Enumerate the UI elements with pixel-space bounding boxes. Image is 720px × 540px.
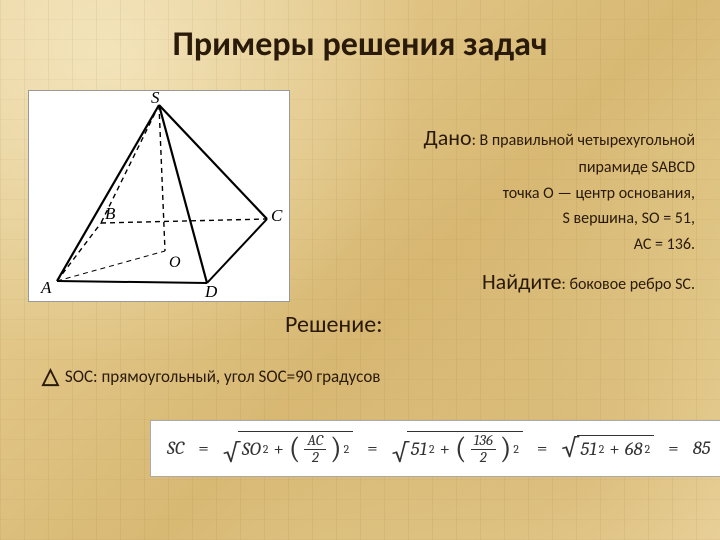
label-C: C (271, 206, 283, 225)
label-S: S (151, 91, 160, 107)
label-D: D (204, 282, 218, 301)
sqrt-2: √ 512 + ( 136 2 )2 (392, 431, 523, 466)
pyramid-figure: S A B C D O (28, 90, 290, 302)
sq-68: 68 (625, 438, 643, 460)
given-block: Дано: В правильной четырехугольной пирам… (370, 120, 695, 258)
given-line3: точка O — центр основания, (503, 184, 695, 203)
formula-box: SC = √ SO2 + ( AC 2 )2 = √ 512 + ( (150, 420, 720, 477)
find-block: Найдите: боковое ребро SC. (370, 268, 695, 295)
sq-51: 51 (581, 438, 597, 460)
given-line2: пирамиде SABCD (579, 158, 695, 177)
sqrt-1: √ SO2 + ( AC 2 )2 (223, 431, 353, 466)
triangle-statement: △ SOC: прямоугольный, угол SOC=90 градус… (42, 365, 380, 387)
label-A: A (40, 278, 52, 297)
label-O: O (169, 254, 181, 271)
sqrt-3: √ 512 + 682 (561, 435, 654, 461)
result-85: 85 (693, 437, 711, 459)
find-lead: Найдите (482, 268, 562, 295)
frac-den-2a: 2 (309, 450, 322, 466)
slide-title: Примеры решения задач (0, 24, 720, 65)
find-text: : боковое ребро SC. (562, 275, 695, 294)
triangle-icon: △ (42, 365, 59, 387)
pyramid-svg: S A B C D O (29, 91, 289, 301)
term-SO: SO (242, 438, 261, 460)
solution-label: Решение: (285, 310, 383, 339)
given-lead: Дано (424, 124, 472, 151)
triangle-text: SOC: прямоугольный, угол SOC=90 градусов (65, 366, 381, 387)
num-51: 51 (411, 438, 427, 460)
formula-lhs: SC (167, 437, 184, 459)
given-line5: AC = 136. (634, 235, 695, 254)
slide-root: Примеры решения задач S A B C D O (0, 0, 720, 540)
frac-den-2b: 2 (477, 450, 490, 466)
label-B: B (105, 204, 116, 223)
given-line4: S вершина, SO = 51, (563, 209, 696, 228)
given-line1: : В правильной четырехугольной (472, 131, 695, 150)
